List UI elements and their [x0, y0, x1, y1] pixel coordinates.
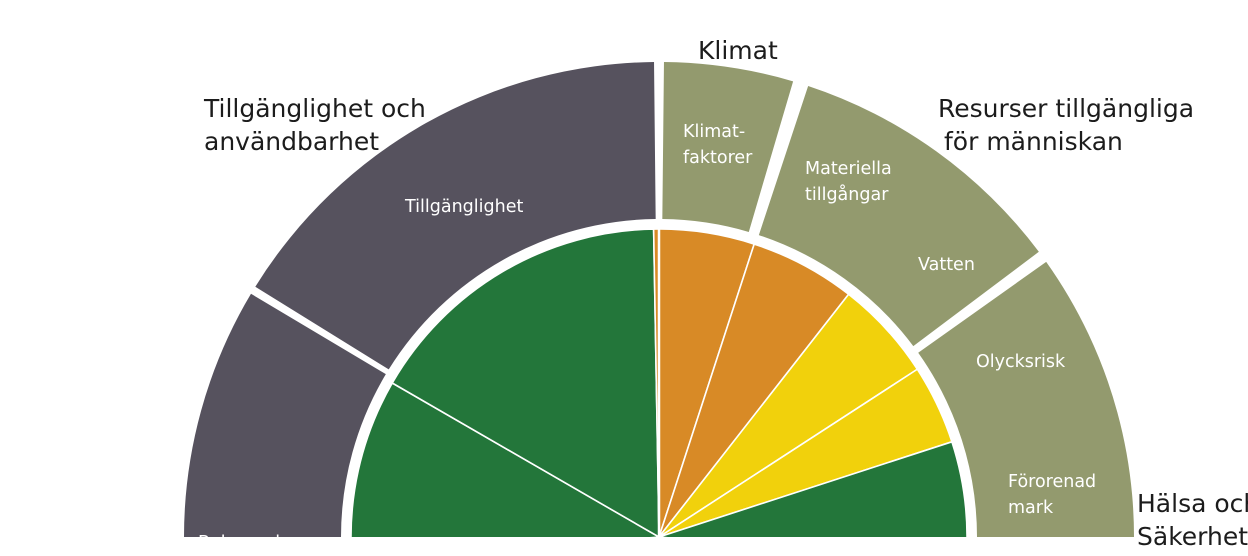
outer-segment-materiella-vatten — [758, 86, 1039, 347]
outer-segment-olycksrisk-fororenad — [918, 261, 1134, 537]
outer-segment-klimatfaktorer — [662, 62, 794, 232]
segment-label-tillganglighet: Tillgänglighet — [405, 197, 524, 217]
segment-label-bebyggelse: Bebyggelse — [198, 533, 300, 553]
inner-wedge-green-right — [658, 441, 968, 537]
category-label-resurser: Resurser tillgängliga för människan — [938, 94, 1195, 156]
inner-ring — [350, 228, 968, 537]
inner-wedge-green-left — [350, 382, 660, 537]
outer-segment-tillganglighet — [255, 62, 656, 370]
segment-label-materiella: Materiella tillgångar — [805, 159, 892, 205]
inner-wedge-green-upper — [391, 228, 660, 537]
category-label-klimat: Klimat — [698, 36, 778, 65]
segment-label-fororenad: Förorenad mark — [1008, 472, 1097, 518]
assessment-wheel — [184, 62, 1134, 537]
segment-label-olycksrisk: Olycksrisk — [976, 352, 1066, 372]
outer-segment-bebyggelse — [184, 293, 386, 537]
segment-label-klimatfaktorer: Klimat- faktorer — [683, 122, 753, 168]
category-label-tillganglighet: Tillgänglighet och användbarhet — [204, 94, 426, 156]
outer-ring — [184, 62, 1134, 537]
segment-label-vatten: Vatten — [918, 255, 975, 275]
category-label-halsa: Hälsa och Säkerhet — [1137, 489, 1248, 551]
